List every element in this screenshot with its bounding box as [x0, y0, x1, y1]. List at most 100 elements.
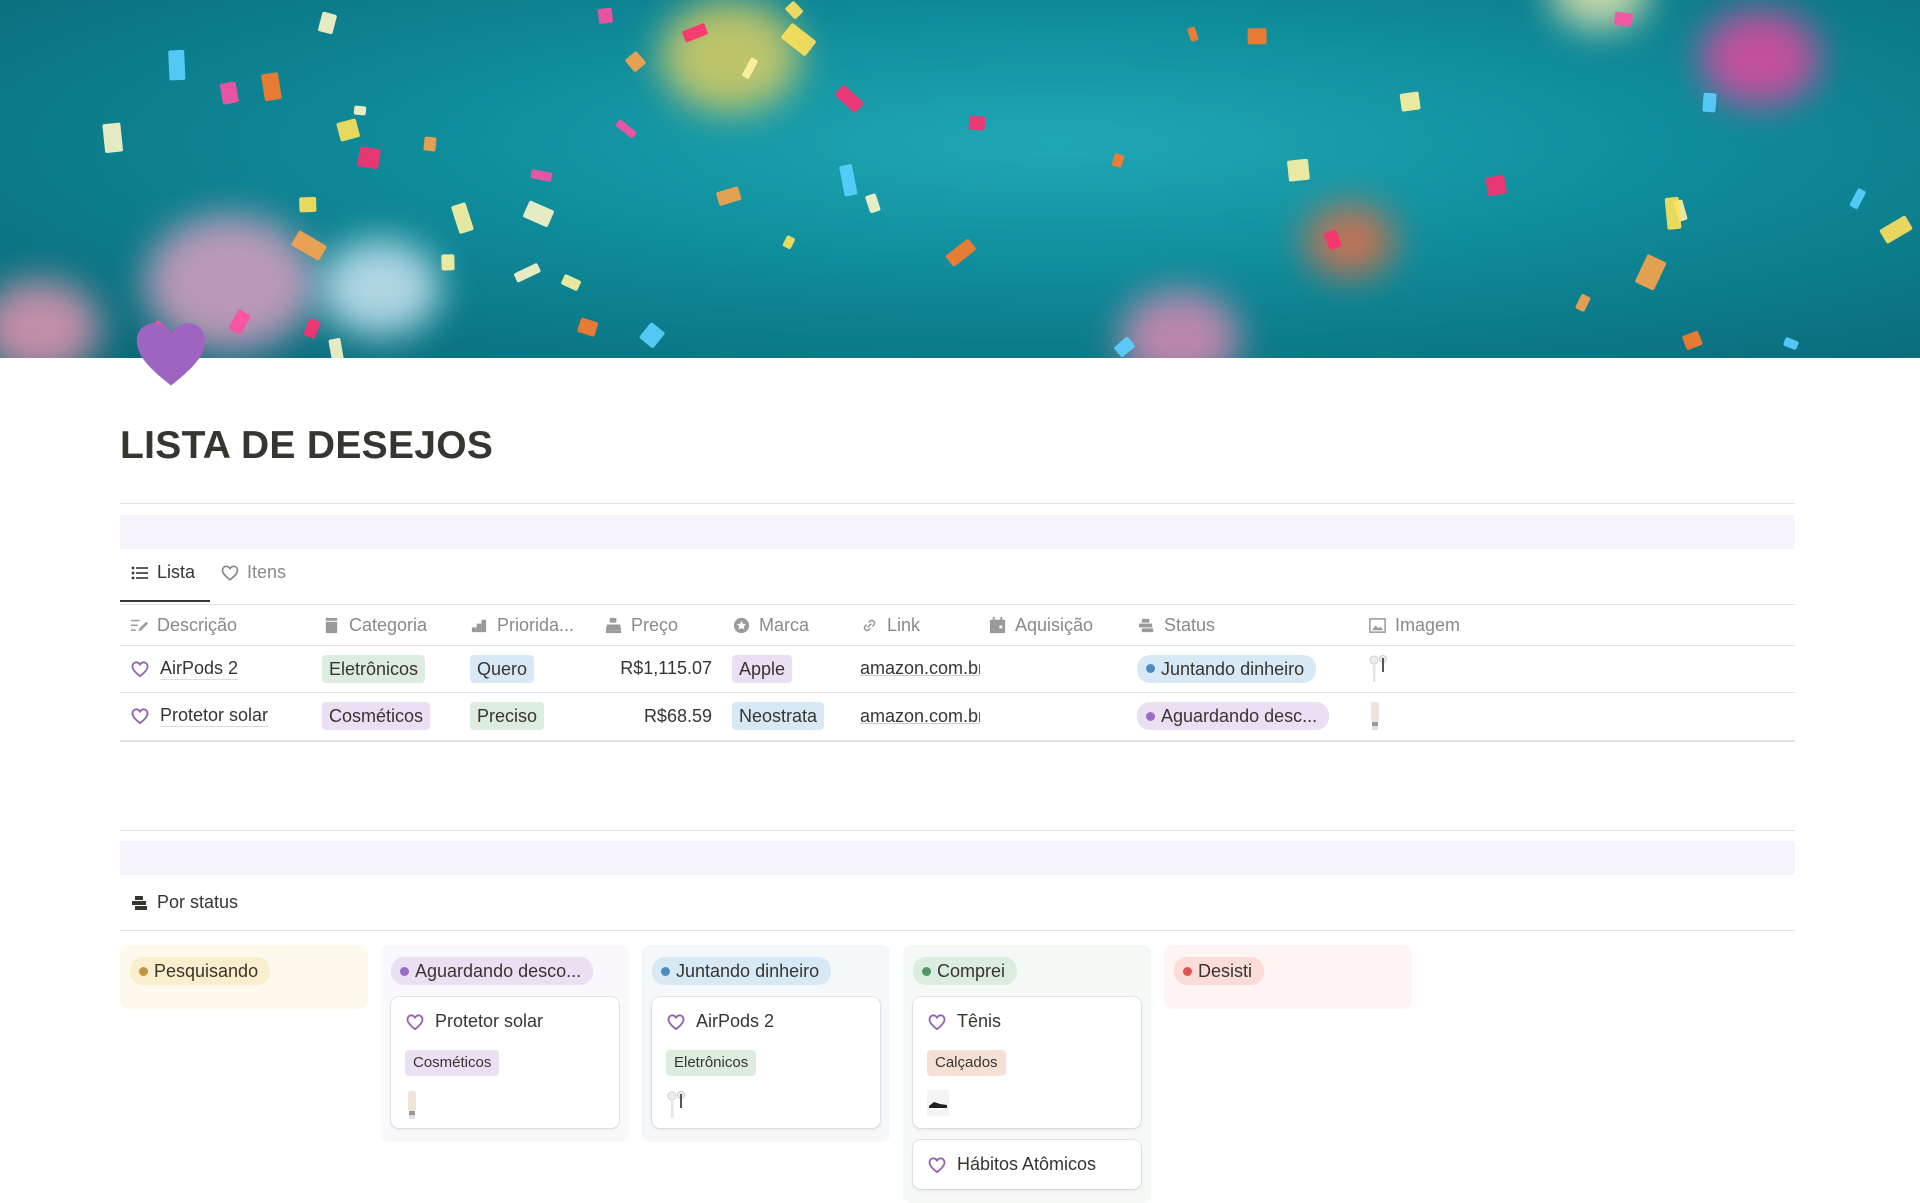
divider	[120, 692, 1795, 693]
board-card[interactable]: Hábitos Atômicos	[913, 1140, 1141, 1189]
column-header[interactable]: Priorida...	[470, 605, 574, 645]
column-header[interactable]: Categoria	[322, 605, 427, 645]
column-header[interactable]: Status	[1137, 605, 1215, 645]
category-tag[interactable]: Eletrônicos	[322, 654, 426, 683]
divider	[120, 930, 1795, 931]
page-title: LISTA DE DESEJOS	[120, 424, 494, 467]
status-icon	[132, 895, 147, 910]
tab-label: Lista	[157, 562, 196, 582]
bokeh-light	[1700, 10, 1820, 106]
confetti	[1613, 11, 1634, 27]
confetti	[167, 49, 186, 81]
register-icon	[605, 617, 622, 633]
board-column: Aguardando desco... Protetor solar Cosmé…	[381, 945, 629, 1142]
tab-lista[interactable]: Lista	[130, 562, 195, 583]
confetti	[715, 185, 742, 207]
divider	[120, 740, 1795, 742]
product-link[interactable]: amazon.com.br	[860, 658, 980, 678]
card-title: Tênis	[957, 1011, 1002, 1031]
confetti	[1399, 92, 1421, 113]
group-label: Pesquisando	[154, 961, 259, 981]
confetti	[1783, 337, 1800, 351]
status-dot	[1183, 966, 1192, 976]
confetti	[1186, 26, 1199, 42]
status-pill[interactable]: Aguardando desc...	[1137, 702, 1330, 730]
category-tag: Eletrônicos	[666, 1050, 757, 1076]
priority-tag[interactable]: Quero	[470, 654, 535, 683]
bokeh-light	[660, 0, 800, 112]
item-title[interactable]: Protetor solar	[160, 705, 269, 727]
board-card[interactable]: AirPods 2 Eletrônicos	[652, 997, 880, 1128]
confetti	[638, 321, 666, 349]
product-link[interactable]: amazon.com.br	[860, 705, 980, 726]
card-image	[927, 1090, 949, 1116]
confetti	[423, 135, 438, 151]
confetti	[839, 163, 858, 197]
bokeh-light	[1305, 205, 1395, 277]
group-header[interactable]: Comprei	[913, 957, 1018, 985]
calendar-icon	[989, 616, 1006, 633]
confetti	[1878, 215, 1913, 245]
confetti	[576, 316, 599, 337]
status-dot	[1146, 711, 1155, 721]
bokeh-light	[1550, 0, 1650, 30]
image-icon	[1369, 617, 1386, 633]
tab-por-status[interactable]: Por status	[130, 892, 238, 913]
card-image	[405, 1090, 421, 1119]
column-label: Link	[887, 614, 921, 635]
confetti	[1111, 153, 1125, 169]
card-title: AirPods 2	[696, 1011, 775, 1031]
confetti	[302, 317, 321, 339]
confetti	[1702, 92, 1717, 113]
priority-tag[interactable]: Preciso	[470, 702, 545, 730]
airpods-thumbnail	[1369, 654, 1387, 682]
tab-label: Itens	[247, 562, 287, 582]
board-card[interactable]: Protetor solar Cosméticos	[391, 997, 619, 1128]
status-dot	[922, 966, 931, 976]
confetti	[522, 200, 555, 228]
group-label: Desisti	[1198, 961, 1253, 981]
confetti	[298, 196, 317, 213]
status-dot	[1146, 664, 1155, 673]
group-header[interactable]: Desisti	[1174, 957, 1265, 985]
confetti	[624, 50, 647, 73]
group-header[interactable]: Pesquisando	[130, 957, 271, 985]
tab-itens[interactable]: Itens	[220, 562, 286, 583]
purple-heart-icon[interactable]	[130, 312, 212, 394]
divider	[120, 645, 1795, 646]
column-header[interactable]: Descrição	[130, 605, 237, 645]
status-icon	[1138, 618, 1154, 632]
bokeh-light	[1120, 290, 1240, 358]
board-column: Comprei Tênis Calçados Hábitos Atômicos	[903, 945, 1151, 1203]
confetti	[1485, 174, 1507, 196]
column-header[interactable]: Marca	[732, 605, 809, 645]
group-header[interactable]: Aguardando desco...	[391, 957, 594, 985]
select-icon	[325, 617, 338, 633]
card-title: Protetor solar	[435, 1011, 544, 1031]
status-pill[interactable]: Juntando dinheiro	[1137, 654, 1317, 683]
confetti	[784, 0, 804, 20]
column-header[interactable]: Link	[860, 605, 920, 645]
group-label: Aguardando desco...	[415, 961, 582, 981]
star-badge-icon	[733, 617, 750, 633]
status-label: Juntando dinheiro	[1161, 658, 1305, 679]
heart-icon	[928, 1156, 946, 1173]
column-header[interactable]: Aquisição	[988, 605, 1093, 645]
brand-tag[interactable]: Apple	[732, 654, 793, 683]
group-header[interactable]: Juntando dinheiro	[652, 957, 832, 985]
brand-tag[interactable]: Neostrata	[732, 702, 825, 730]
status-dot	[400, 966, 409, 976]
column-header[interactable]: Preço	[604, 605, 678, 645]
column-label: Descrição	[157, 614, 238, 635]
category-tag: Cosméticos	[405, 1050, 500, 1076]
column-header[interactable]: Imagem	[1368, 605, 1460, 645]
heart-icon	[131, 660, 149, 677]
item-title[interactable]: AirPods 2	[160, 657, 239, 680]
category-tag[interactable]: Cosméticos	[322, 702, 431, 730]
board-card[interactable]: Tênis Calçados	[913, 997, 1141, 1128]
confetti	[597, 6, 614, 24]
column-label: Aquisição	[1015, 614, 1094, 635]
bokeh-light	[320, 240, 440, 336]
divider	[120, 830, 1795, 831]
confetti	[864, 192, 881, 214]
